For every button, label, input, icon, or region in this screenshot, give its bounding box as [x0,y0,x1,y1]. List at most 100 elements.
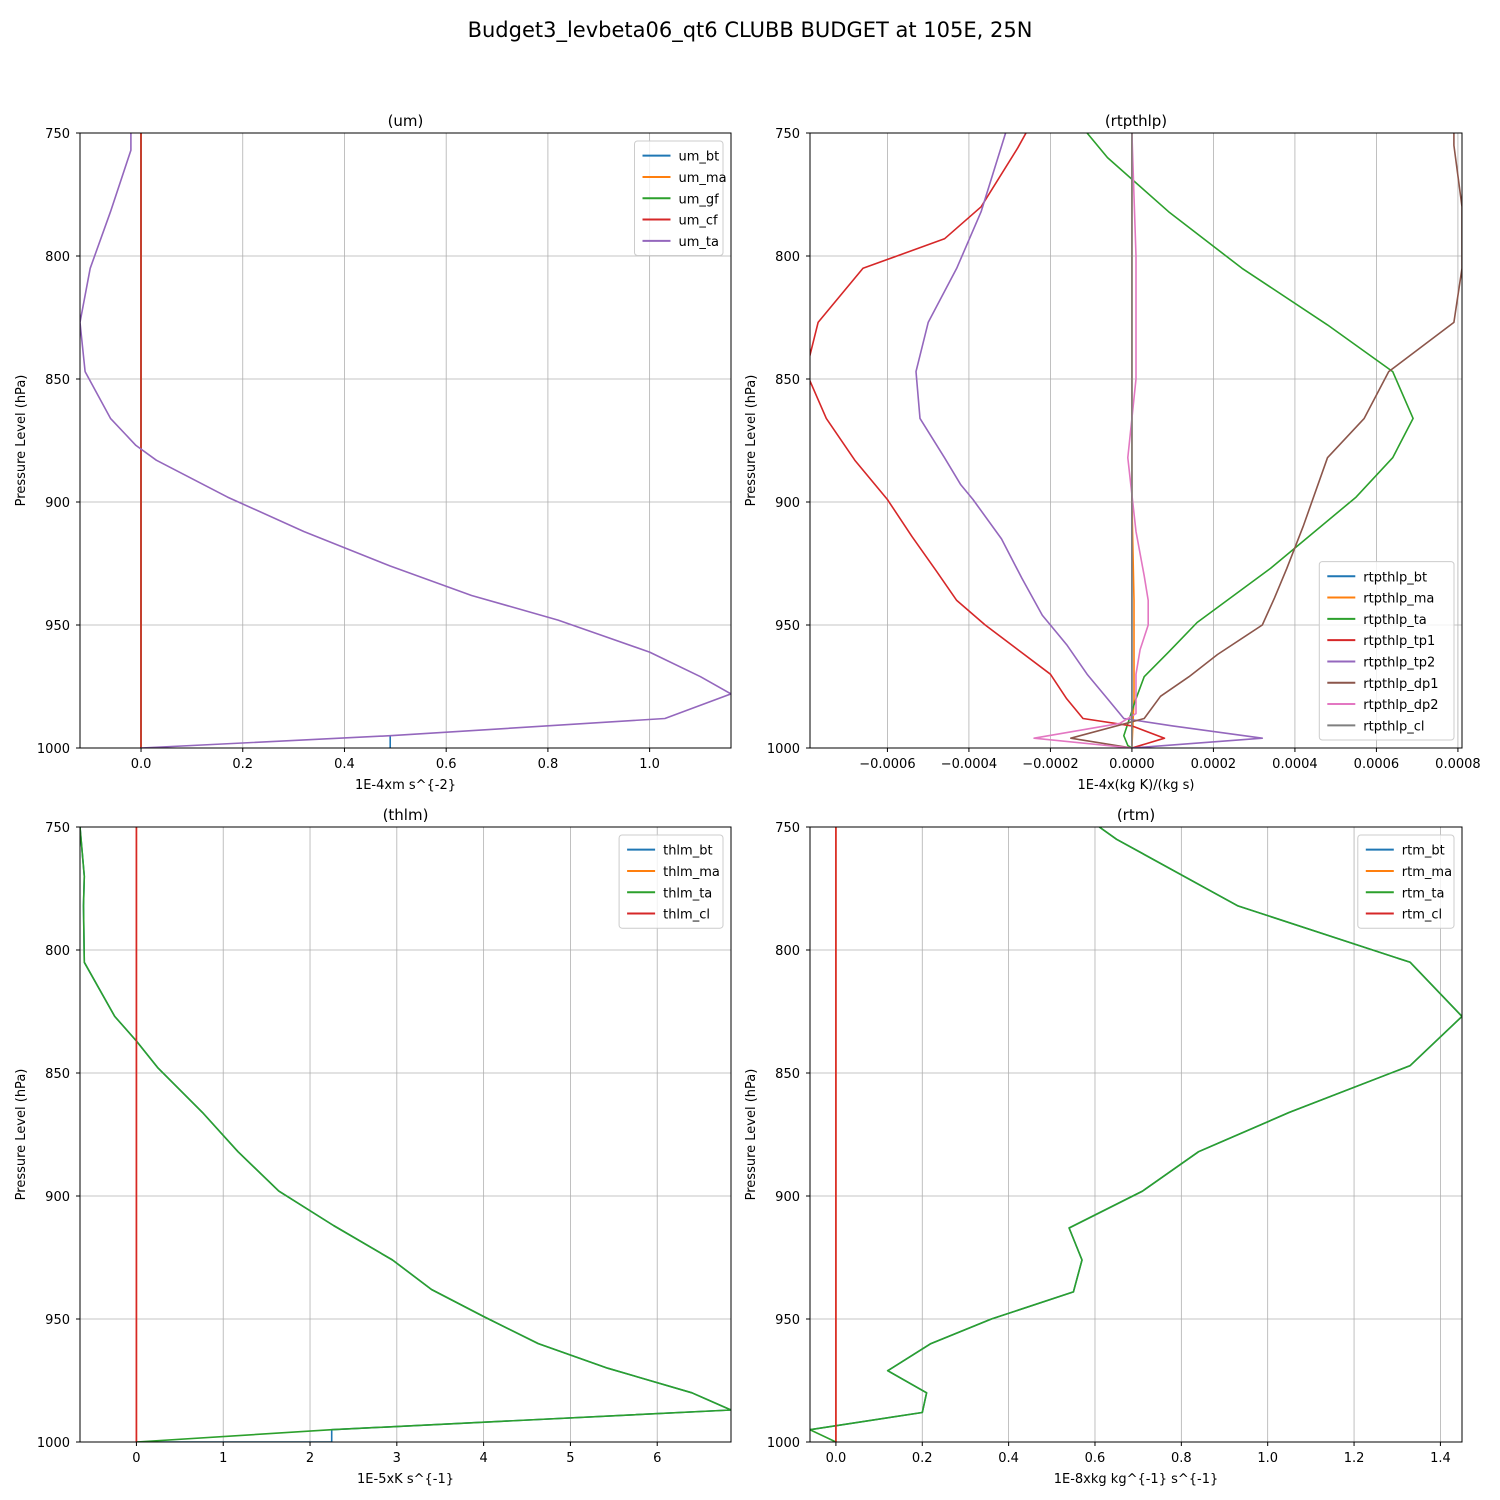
subplot-grid: 0.0 0.2 0.4 0.6 0.8 1.0 750 800 850 900 950 1000 (um… [14,112,1481,1487]
legend: thlm_bt thlm_ma thlm_ta thlm_cl [618,834,724,929]
x-tick-label: 0.6 [1085,1451,1106,1466]
x-tick-label: 1.2 [1344,1451,1365,1466]
x-tick-label: −0.0002 [1022,757,1078,772]
x-tick-label: −0.0006 [859,757,915,772]
subplot-title: (rtm) [1117,806,1155,824]
legend-label: rtpthlp_ta [1363,613,1426,628]
legend-label: thlm_bt [663,844,712,859]
series-lines [810,133,1462,748]
legend-label: rtm_ma [1402,865,1452,880]
legend-label: um_ma [679,171,727,186]
legend-label: um_bt [679,150,720,165]
legend-box [1318,561,1455,741]
y-tick-label: 1000 [767,742,800,757]
y-tick-label: 950 [775,1313,800,1328]
y-axis-label: Pressure Level (hPa) [744,375,759,507]
x-axis-label: 1E-4xm s^{-2} [355,778,456,793]
y-tick-label: 800 [775,250,800,265]
x-tick-label: 0 [132,1451,140,1466]
legend-label: rtm_ta [1402,886,1445,901]
y-tick-label: 750 [45,821,70,836]
subplot-title: (thlm) [383,806,429,824]
axes-frame [79,826,732,1443]
x-tick-label: 0.0 [131,757,152,772]
legend-label: rtpthlp_tp1 [1363,634,1435,649]
series-line-rtpthlp_tp2 [915,133,1264,748]
y-tick-label: 1000 [37,742,70,757]
y-tick-label: 950 [45,619,70,634]
x-tick-label: 2 [306,1451,314,1466]
y-tick-label: 900 [775,1190,800,1205]
series-line-rtm_ta [810,827,1462,1442]
x-axis-label: 1E-4x(kg K)/(kg s) [1078,778,1195,793]
legend-label: rtpthlp_ma [1363,592,1434,607]
legend: rtm_bt rtm_ma rtm_ta rtm_cl [1357,834,1455,929]
legend-label: rtm_cl [1402,908,1442,923]
legend-label: rtm_bt [1402,844,1445,859]
x-axis-label: 1E-5xK s^{-1} [357,1472,454,1487]
subplot-2: −0.0006 −0.0004 −0.0002 0.0000 0.0002 0.0004 0… [744,112,1481,793]
legend-label: rtpthlp_dp1 [1363,677,1438,692]
series-line-thlm_ta [80,827,731,1442]
x-tick-label: 0.4 [334,757,355,772]
legend-label: um_cf [679,214,719,229]
x-tick-label: 0.0006 [1354,757,1400,772]
legend-label: thlm_ma [663,865,720,880]
y-tick-label: 1000 [37,1436,70,1451]
x-tick-label: 1.0 [1257,1451,1278,1466]
x-tick-label: 1.4 [1430,1451,1451,1466]
y-tick-label: 750 [775,821,800,836]
subplot-title: (rtpthlp) [1105,112,1167,130]
series-lines [810,827,1462,1442]
legend-box [618,834,724,929]
y-tick-label: 800 [775,944,800,959]
x-tick-label: 6 [653,1451,661,1466]
x-tick-label: 1.0 [639,757,660,772]
subplot-4: 0.0 0.2 0.4 0.6 0.8 1.0 1.2 1.4 750 800 850 900 950 1… [744,806,1463,1487]
x-tick-label: 0.0 [826,1451,847,1466]
x-tick-label: −0.0004 [941,757,997,772]
x-tick-label: 4 [479,1451,487,1466]
y-axis-label: Pressure Level (hPa) [14,375,29,507]
x-tick-label: 0.2 [912,1451,933,1466]
y-tick-label: 850 [45,373,70,388]
series-line-rtpthlp_tp1 [810,133,1166,748]
x-tick-label: 1 [219,1451,227,1466]
y-tick-label: 850 [775,373,800,388]
x-tick-label: 5 [566,1451,574,1466]
figure-title: Budget3_levbeta06_qt6 CLUBB BUDGET at 10… [468,18,1033,43]
x-tick-label: 0.0008 [1435,757,1481,772]
y-tick-label: 800 [45,250,70,265]
series-line-um_ta [80,133,731,748]
legend-label: rtpthlp_tp2 [1363,655,1435,670]
y-tick-label: 900 [45,1190,70,1205]
y-tick-label: 800 [45,944,70,959]
legend-label: um_gf [679,192,720,207]
y-tick-label: 850 [45,1067,70,1082]
legend-label: thlm_cl [663,908,710,923]
legend-box [1357,834,1455,929]
series-line-rtpthlp_dp1 [1070,133,1462,748]
legend-label: rtpthlp_cl [1363,719,1424,734]
subplot-1: 0.0 0.2 0.4 0.6 0.8 1.0 750 800 850 900 950 1000 (um… [14,112,732,793]
axes-frame [809,132,1463,749]
y-tick-label: 750 [45,127,70,142]
subplot-title: (um) [388,112,424,130]
legend-label: um_ta [679,235,719,250]
y-tick-label: 950 [45,1313,70,1328]
x-tick-label: 0.2 [232,757,253,772]
series-line-rtpthlp_dp2 [1033,133,1149,748]
x-tick-label: 3 [393,1451,401,1466]
x-tick-label: 0.8 [538,757,559,772]
axes-frame [809,826,1463,1443]
series-lines [80,827,731,1442]
y-tick-label: 850 [775,1067,800,1082]
y-tick-label: 750 [775,127,800,142]
legend: um_bt um_ma um_gf um_cf um_ta [634,140,727,256]
x-axis-label: 1E-8xkg kg^{-1} s^{-1} [1054,1472,1219,1487]
legend-label: rtpthlp_bt [1363,570,1427,585]
x-tick-label: 0.0004 [1272,757,1318,772]
x-tick-label: 0.8 [1171,1451,1192,1466]
